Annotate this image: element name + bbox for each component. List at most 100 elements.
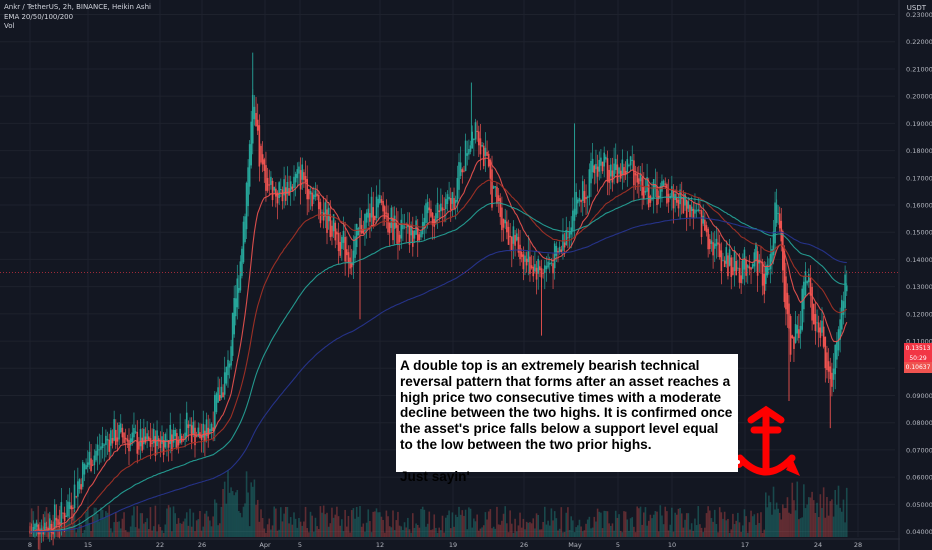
candle-body bbox=[304, 176, 307, 183]
candle-body bbox=[255, 113, 257, 127]
candle-body bbox=[796, 325, 799, 334]
candle-body bbox=[106, 438, 109, 441]
candle-body bbox=[350, 263, 353, 268]
volume-bar bbox=[535, 513, 538, 537]
volume-bar bbox=[299, 521, 302, 537]
candle-body bbox=[209, 428, 211, 434]
candle-body bbox=[657, 195, 660, 200]
price-tick-label: 0.21000 bbox=[906, 65, 932, 73]
candle-body bbox=[166, 439, 168, 441]
volume-bar bbox=[636, 506, 638, 537]
candle-body bbox=[110, 430, 112, 446]
candle-body bbox=[552, 263, 554, 274]
candle-body bbox=[197, 427, 200, 437]
candle-body bbox=[222, 392, 224, 398]
volume-bar bbox=[718, 507, 721, 537]
candle-body bbox=[664, 183, 667, 185]
time-tick-label: Apr bbox=[259, 541, 271, 549]
time-axis[interactable]: 8 15 22 26 Apr 5 12 19 26 May 5 10 17 24 28 bbox=[28, 541, 862, 549]
candle-body bbox=[124, 437, 127, 440]
candle-body bbox=[256, 119, 259, 131]
volume-bar bbox=[68, 519, 71, 537]
candle-body bbox=[718, 243, 721, 258]
volume-bar bbox=[167, 505, 170, 537]
volume-bar bbox=[284, 506, 287, 537]
time-tick-label: 28 bbox=[854, 541, 862, 549]
candle-body bbox=[284, 187, 287, 201]
candle-body bbox=[83, 464, 86, 475]
volume-bar bbox=[694, 518, 696, 537]
volume-bar bbox=[831, 499, 833, 537]
candle-body bbox=[428, 207, 431, 211]
candle-body bbox=[440, 203, 442, 212]
volume-bar bbox=[548, 525, 551, 537]
volume-bar bbox=[732, 513, 734, 537]
candle-body bbox=[445, 198, 447, 210]
candle-body bbox=[484, 147, 487, 156]
volume-bar bbox=[482, 525, 485, 537]
volume-bar bbox=[349, 532, 351, 537]
volume-bar bbox=[91, 516, 94, 537]
volume-bar bbox=[286, 506, 289, 537]
candle-body bbox=[817, 322, 820, 333]
volume-bar bbox=[605, 510, 607, 537]
candle-body bbox=[755, 243, 757, 260]
volume-bar bbox=[106, 512, 109, 537]
candle-body bbox=[303, 172, 305, 180]
candle-body bbox=[372, 207, 374, 225]
candle-body bbox=[783, 250, 786, 302]
volume-bar bbox=[780, 519, 783, 537]
candle-body bbox=[276, 192, 279, 204]
volume-bar bbox=[702, 532, 704, 537]
volume-bar bbox=[509, 510, 511, 537]
volume-bar bbox=[532, 518, 535, 537]
candle-body bbox=[492, 186, 495, 189]
volume-bar bbox=[209, 520, 211, 537]
volume-bar bbox=[329, 523, 332, 537]
candle-body bbox=[568, 231, 571, 238]
candle-body bbox=[321, 212, 323, 214]
volume-bar bbox=[172, 506, 175, 537]
volume-bar bbox=[204, 513, 206, 537]
candle-body bbox=[593, 165, 596, 174]
volume-indicator-label[interactable]: Vol bbox=[4, 22, 15, 30]
candle-body bbox=[245, 182, 248, 230]
volume-bar bbox=[171, 531, 173, 537]
candle-body bbox=[369, 213, 371, 222]
price-axis[interactable]: 0.04000 0.05000 0.06000 0.07000 0.08000 0.090… bbox=[906, 11, 932, 536]
volume-bar bbox=[124, 530, 127, 537]
volume-bar bbox=[464, 509, 467, 537]
volume-bar bbox=[819, 494, 822, 537]
candle-body bbox=[611, 170, 614, 183]
candle-body bbox=[806, 281, 808, 284]
candle-body bbox=[544, 265, 546, 273]
ema-indicator-label[interactable]: EMA 20/50/100/200 bbox=[4, 13, 74, 21]
volume-bar bbox=[557, 530, 559, 537]
volume-bar bbox=[695, 525, 698, 537]
volume-bar bbox=[547, 520, 549, 537]
volume-bar bbox=[774, 509, 776, 537]
candle-body bbox=[100, 446, 102, 450]
volume-bar bbox=[103, 517, 106, 537]
annotation-box[interactable]: A double top is an extremely bearish tec… bbox=[396, 354, 738, 484]
volume-bar bbox=[750, 510, 752, 537]
volume-bar bbox=[832, 516, 835, 537]
volume-bar bbox=[210, 526, 213, 537]
candle-body bbox=[486, 151, 488, 156]
anchor-icon bbox=[732, 405, 800, 476]
candle-body bbox=[603, 152, 605, 167]
volume-bar bbox=[128, 532, 130, 537]
candle-body bbox=[101, 443, 104, 449]
volume-bar bbox=[707, 506, 709, 537]
volume-bar bbox=[280, 507, 282, 537]
volume-bar bbox=[588, 516, 591, 537]
candle-body bbox=[275, 188, 277, 197]
volume-bar bbox=[86, 506, 89, 537]
candle-body bbox=[119, 423, 122, 433]
volume-bar bbox=[827, 515, 830, 537]
candle-body bbox=[438, 210, 440, 213]
volume-bar bbox=[383, 532, 386, 537]
volume-bar bbox=[176, 523, 178, 537]
volume-bar bbox=[600, 512, 602, 537]
